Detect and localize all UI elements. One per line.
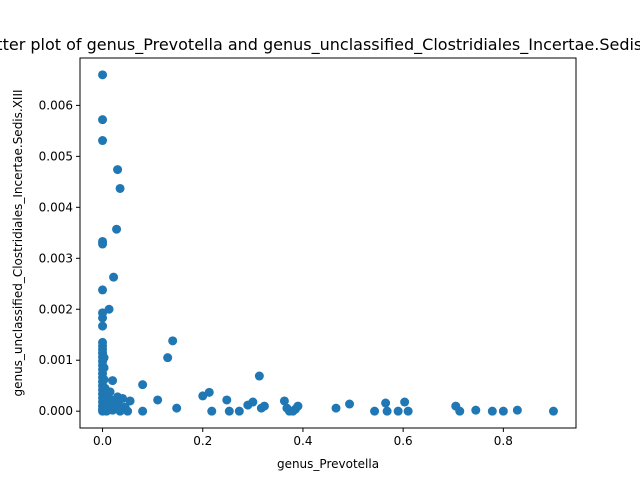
data-point: [108, 376, 118, 386]
data-point: [123, 406, 133, 416]
data-point: [138, 380, 148, 390]
y-axis-ticks: 0.000 0.001 0.002 0.003 0.004 0.005 0.006: [39, 98, 80, 418]
data-point: [115, 183, 125, 193]
plot-frame: [79, 57, 577, 429]
x-tick-label: 0.2: [193, 434, 212, 448]
x-tick-label: 0.8: [494, 434, 513, 448]
data-point: [113, 165, 123, 175]
y-axis-label: genus_unclassified_Clostridiales_Incerta…: [11, 89, 25, 396]
y-tick-label: 0.002: [39, 302, 73, 316]
data-point: [207, 406, 217, 416]
y-tick-label: 0.004: [39, 200, 73, 214]
data-point: [254, 371, 264, 381]
data-point: [224, 406, 234, 416]
data-point: [403, 406, 413, 416]
data-point: [112, 224, 122, 234]
data-point: [471, 405, 481, 415]
data-point: [512, 405, 522, 415]
data-point: [222, 395, 232, 405]
x-tick-label: 0.6: [394, 434, 413, 448]
data-point: [138, 406, 148, 416]
data-point: [105, 387, 115, 397]
data-point: [400, 397, 410, 407]
data-point: [393, 406, 403, 416]
data-point: [125, 396, 135, 406]
data-point: [153, 395, 163, 405]
data-point: [98, 321, 108, 331]
chart-title: Scatter plot of genus_Prevotella and gen…: [0, 35, 640, 55]
data-point: [331, 403, 341, 413]
data-point: [279, 396, 289, 406]
data-point: [248, 397, 258, 407]
data-point: [98, 285, 108, 295]
x-axis-ticks: 0.0 0.2 0.4 0.6 0.8: [93, 428, 513, 448]
data-point: [163, 353, 173, 363]
data-point: [109, 272, 119, 282]
data-point: [498, 406, 508, 416]
data-point: [99, 363, 109, 373]
data-point: [98, 70, 108, 80]
y-tick-label: 0.001: [39, 353, 73, 367]
y-tick-label: 0.003: [39, 251, 73, 265]
data-point: [455, 406, 465, 416]
data-point: [487, 406, 497, 416]
x-tick-label: 0.0: [93, 434, 112, 448]
data-point: [345, 399, 355, 409]
data-point: [104, 304, 114, 314]
data-point: [382, 406, 392, 416]
data-point: [548, 406, 558, 416]
data-point: [381, 398, 391, 408]
y-tick-label: 0.005: [39, 149, 73, 163]
data-point: [98, 115, 108, 125]
data-point: [99, 353, 109, 363]
data-point: [98, 136, 108, 146]
y-tick-label: 0.000: [39, 404, 73, 418]
data-point: [204, 387, 214, 397]
data-point: [172, 403, 182, 413]
data-points: [98, 70, 558, 416]
data-point: [293, 401, 303, 411]
data-point: [234, 406, 244, 416]
data-point: [259, 401, 269, 411]
data-point: [99, 375, 109, 385]
data-point: [98, 239, 108, 249]
y-tick-label: 0.006: [39, 98, 73, 112]
data-point: [370, 406, 380, 416]
data-point: [168, 336, 178, 346]
x-axis-label: genus_Prevotella: [277, 457, 379, 471]
x-tick-label: 0.4: [293, 434, 312, 448]
data-point: [118, 393, 128, 403]
data-point: [98, 313, 108, 323]
